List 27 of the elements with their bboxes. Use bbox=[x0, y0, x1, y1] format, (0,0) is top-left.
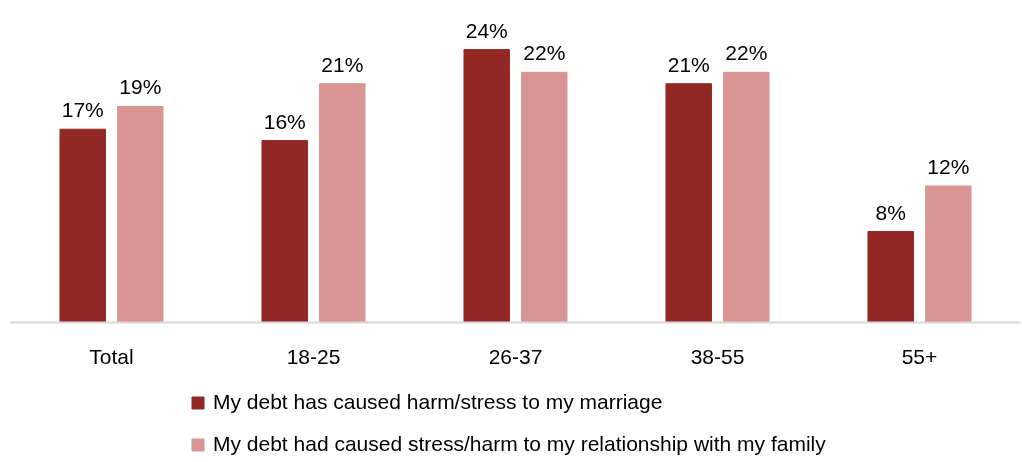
bar bbox=[925, 185, 972, 323]
data-label: 16% bbox=[263, 109, 306, 133]
data-label: 8% bbox=[875, 200, 906, 224]
x-tick-label: 38-55 bbox=[690, 344, 745, 368]
bar bbox=[521, 71, 568, 323]
x-tick-label: 18-25 bbox=[286, 344, 341, 368]
data-label: 22% bbox=[725, 41, 768, 65]
x-tick-label: Total bbox=[89, 344, 134, 368]
bar bbox=[59, 128, 106, 323]
data-label: 24% bbox=[465, 18, 508, 42]
data-label: 17% bbox=[61, 98, 104, 122]
legend-label: My debt has caused harm/stress to my marriage bbox=[213, 390, 663, 414]
bar bbox=[261, 140, 308, 323]
data-label: 19% bbox=[119, 75, 162, 99]
data-label: 22% bbox=[523, 41, 566, 65]
x-tick-label: 26-37 bbox=[488, 344, 543, 368]
data-label: 12% bbox=[927, 155, 970, 179]
x-tick-label: 55+ bbox=[901, 344, 938, 368]
legend-label: My debt had caused stress/harm to my relationship with my family bbox=[213, 432, 826, 456]
data-label: 21% bbox=[321, 52, 364, 76]
bar bbox=[867, 231, 914, 323]
bar bbox=[117, 105, 164, 323]
bar bbox=[319, 83, 366, 323]
bar bbox=[463, 49, 510, 323]
bar bbox=[665, 83, 712, 323]
bar bbox=[723, 71, 770, 323]
data-label: 21% bbox=[667, 52, 710, 76]
